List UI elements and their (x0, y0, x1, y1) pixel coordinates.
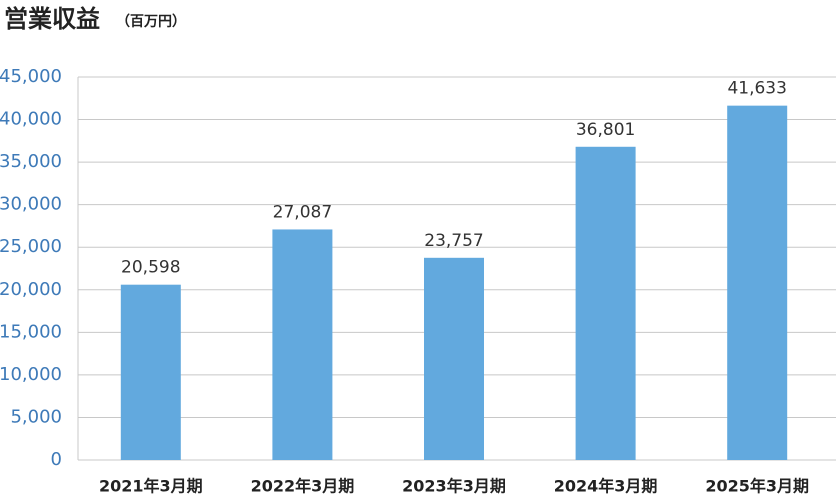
y-tick-label: 35,000 (0, 151, 62, 172)
value-label: 27,087 (273, 202, 332, 222)
y-tick-label: 40,000 (0, 109, 62, 130)
y-tick-label: 45,000 (0, 66, 62, 87)
x-tick-label: 2023年3月期 (402, 477, 506, 496)
bar (424, 257, 484, 460)
y-tick-label: 20,000 (0, 279, 62, 300)
value-label: 41,633 (727, 79, 786, 99)
x-tick-label: 2025年3月期 (705, 477, 809, 496)
bar (272, 229, 333, 460)
y-tick-label: 5,000 (10, 406, 62, 427)
y-tick-label: 0 (51, 449, 62, 470)
y-tick-label: 25,000 (0, 236, 62, 257)
y-tick-label: 10,000 (0, 364, 62, 385)
bar (727, 105, 788, 460)
x-tick-label: 2024年3月期 (554, 477, 658, 496)
y-tick-label: 15,000 (0, 321, 62, 342)
value-label: 20,598 (121, 258, 180, 278)
x-tick-label: 2022年3月期 (251, 477, 355, 496)
chart-subtitle: （百万円） (116, 14, 186, 30)
bar (120, 284, 181, 460)
value-label: 23,757 (424, 231, 483, 251)
chart-title: 営業収益 (4, 5, 100, 33)
x-tick-label: 2021年3月期 (99, 477, 203, 496)
value-label: 36,801 (576, 120, 635, 140)
bar (575, 146, 636, 460)
y-tick-label: 30,000 (0, 194, 62, 215)
